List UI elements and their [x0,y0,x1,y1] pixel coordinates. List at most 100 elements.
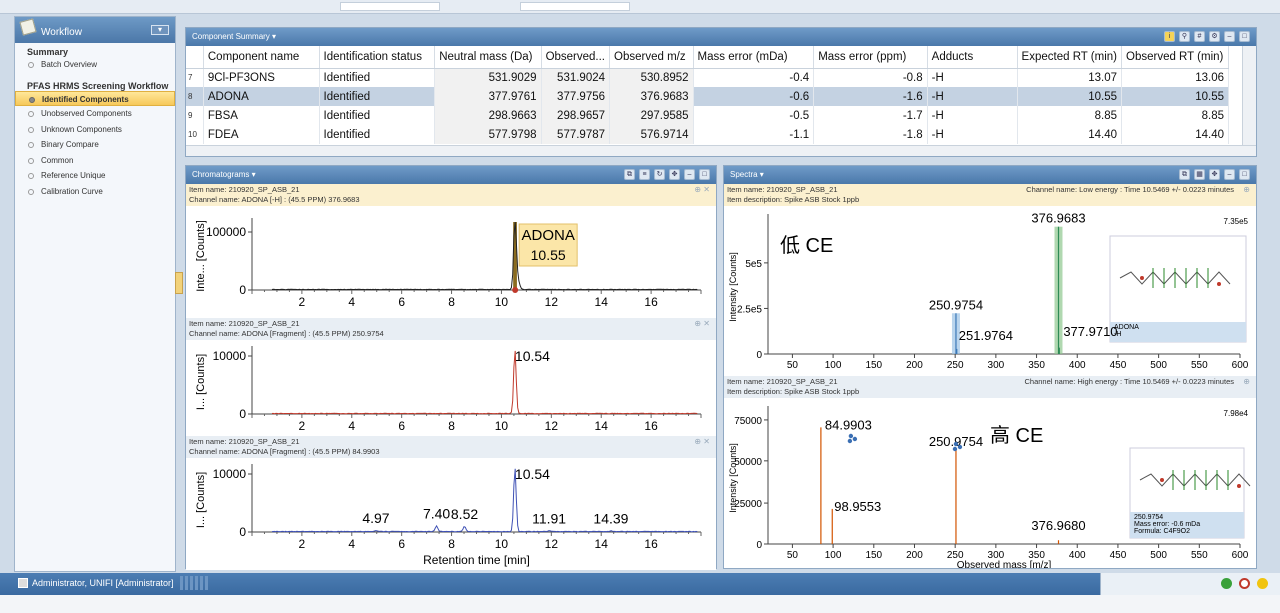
energy-overlay-label: 高 CE [990,424,1043,447]
column-header[interactable]: Mass error (ppm) [814,46,927,68]
sidebar-item-label: Common [41,156,73,165]
filter-icon[interactable]: ⚲ [1179,31,1190,42]
column-header[interactable]: Observed RT (min) [1122,46,1229,68]
table-cell: -1.7 [814,106,927,125]
sidebar-item[interactable]: Unknown Components [15,122,175,138]
oxygen-atom-icon [1217,282,1221,286]
chromatogram-trace: Item name: 210920_SP_ASB_21 Channel name:… [186,318,716,436]
sidebar-item[interactable]: Calibration Curve [15,184,175,200]
toolbar-field[interactable] [340,2,440,11]
bottom-band [0,595,1280,613]
trace-plot[interactable]: 100000 0 Inte... [Counts] 2 4 6 8 10 12 14 16 ADONA… [186,206,716,318]
trace-plot[interactable]: 10000 0 I... [Counts] 2 4 6 8 10 12 14 16 4.97 7.40 8… [186,458,716,570]
x-tick-label: 400 [1069,360,1086,371]
x-tick-label: 4 [348,537,355,551]
x-tick-label: 300 [988,360,1005,371]
maximize-icon[interactable]: □ [1239,31,1250,42]
low-energy-spectrum: Item name: 210920_SP_ASB_21 Item descript… [724,184,1256,376]
overlay-icon[interactable]: ≡ [639,169,650,180]
workflow-menu-button[interactable]: ▾ [151,25,169,35]
table-cell: 298.9657 [541,106,609,125]
hash-icon[interactable]: # [1194,31,1205,42]
pin-icon[interactable]: ⊕ [1243,185,1250,195]
sidebar-collapse-handle[interactable] [175,272,183,294]
column-header[interactable]: Neutral mass (Da) [435,46,541,68]
sidebar-section-heading: PFAS HRMS Screening Workflow [15,81,175,91]
pin-close-icon[interactable]: ⊕ ✕ [694,319,710,329]
chromatograms-header: Chromatograms ▾ ⧉ ≡ ↻ ✥ – □ [186,166,716,184]
pan-icon[interactable]: ✥ [1209,169,1220,180]
spectrum-plot[interactable]: 50 100 150 200 250 300 350 400 450 500 550 600 0 2500… [724,398,1256,568]
spectrum-description: Item description: Spike ASB Stock 1ppb [727,195,1253,205]
y-axis-label: I... [Counts] [195,472,207,528]
minimize-icon[interactable]: – [684,169,695,180]
copy-icon[interactable]: ⧉ [1179,169,1190,180]
table-vertical-scrollbar[interactable] [1242,46,1256,156]
sidebar-item[interactable]: Reference Unique [15,168,175,184]
spectrum-channel-name: Channel name: Low energy : Time 10.5469 … [1026,185,1234,195]
x-tick-label: 12 [545,537,559,551]
toolbar-field[interactable] [520,2,630,11]
table-header-row: Component name Identification status Neutr… [186,46,1229,68]
column-header[interactable]: Expected RT (min) [1017,46,1121,68]
sidebar-item[interactable]: Binary Compare [15,137,175,153]
table-cell: 576.9714 [610,125,694,144]
oxygen-atom-icon [1160,478,1164,482]
table-horizontal-scrollbar[interactable] [186,145,1256,156]
spectrum-plot[interactable]: 50 100 150 200 250 300 350 400 450 500 550 600 0 2.5e… [724,206,1256,376]
sidebar-item[interactable]: Common [15,153,175,169]
table-icon[interactable]: ▦ [1194,169,1205,180]
column-header[interactable]: Component name [203,46,319,68]
sidebar-item-label: Unknown Components [41,125,122,134]
column-header[interactable]: Observed... [541,46,609,68]
workflow-title: Workflow [41,27,82,38]
y-tick-label: 75000 [734,416,762,427]
spectrum-info: Item name: 210920_SP_ASB_21 Item descript… [724,184,1256,206]
x-tick-label: 200 [906,550,923,561]
y-tick-label: 25000 [734,499,762,510]
x-tick-label: 2 [299,295,306,309]
fragment-icon [853,437,857,441]
minimize-icon[interactable]: – [1224,169,1235,180]
pan-icon[interactable]: ✥ [669,169,680,180]
summary-title-menu[interactable]: Component Summary ▾ [192,32,276,41]
pin-close-icon[interactable]: ⊕ ✕ [694,437,710,447]
y-axis-label: Intensity [Counts] [728,252,738,322]
fragment-icon [849,434,853,438]
sidebar-item[interactable]: Unobserved Components [15,106,175,122]
inset-caption: ADONA [1114,324,1139,331]
table-row[interactable]: 9 FBSA Identified 298.9663 298.9657 297.9585-… [186,106,1229,125]
chromatograms-title-menu[interactable]: Chromatograms ▾ [192,170,256,179]
peak-mz-label: 250.9754 [929,297,983,312]
table-row[interactable]: 8 ADONA Identified 377.9761 377.9756 376.9683… [186,87,1229,106]
pin-close-icon[interactable]: ⊕ ✕ [694,185,710,195]
info-icon[interactable]: i [1164,31,1175,42]
maximize-icon[interactable]: □ [1239,169,1250,180]
table-row[interactable]: 7 9Cl-PF3ONS Identified 531.9029 531.9024 530… [186,68,1229,87]
refresh-icon[interactable]: ↻ [654,169,665,180]
sidebar-item[interactable]: Identified Components [15,91,175,107]
copy-icon[interactable]: ⧉ [624,169,635,180]
lock-icon[interactable] [1257,578,1268,589]
x-tick-label: 200 [906,360,923,371]
column-header[interactable]: Mass error (mDa) [693,46,814,68]
sidebar-item[interactable]: Batch Overview [15,57,175,73]
ok-icon[interactable] [1221,578,1232,589]
column-header[interactable]: Identification status [319,46,435,68]
spectrum-description: Item description: Spike ASB Stock 1ppb [727,387,1253,397]
table-row[interactable]: 10 FDEA Identified 577.9798 577.9787 576.9714… [186,125,1229,144]
spectra-title-menu[interactable]: Spectra ▾ [730,170,764,179]
maximize-icon[interactable]: □ [699,169,710,180]
table-cell: Identified [319,87,435,106]
radio-icon [28,142,34,148]
pin-icon[interactable]: ⊕ [1243,377,1250,387]
chromatogram-trace: Item name: 210920_SP_ASB_21 Channel name:… [186,436,716,570]
stop-icon[interactable] [1239,578,1250,589]
table-cell: -H [927,87,1017,106]
column-header[interactable]: Adducts [927,46,1017,68]
minimize-icon[interactable]: – [1224,31,1235,42]
table-cell: 577.9798 [435,125,541,144]
settings-icon[interactable]: ⚙ [1209,31,1220,42]
trace-plot[interactable]: 10000 0 I... [Counts] 2 4 6 8 10 12 14 16 10.54 [186,340,716,436]
column-header[interactable]: Observed m/z [610,46,694,68]
